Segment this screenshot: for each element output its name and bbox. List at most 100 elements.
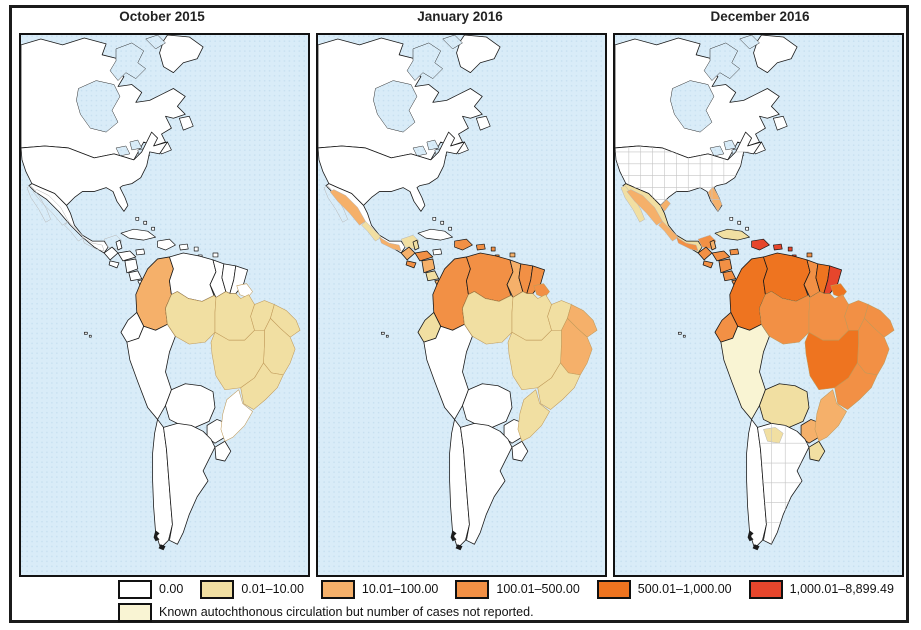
- region-trinidad: [509, 252, 516, 258]
- legend-label-1: 0.01–10.00: [241, 582, 304, 596]
- region-hudson_bay: [373, 80, 418, 133]
- map-svg-0: [21, 35, 308, 575]
- region-br_para: [511, 291, 552, 341]
- legend-row-2: Known autochthonous circulation but numb…: [118, 602, 894, 622]
- region-cuba: [120, 228, 156, 241]
- region-br_para: [808, 291, 849, 341]
- legend-label-known: Known autochthonous circulation but numb…: [159, 605, 534, 619]
- figure-frame: October 2015 January 2016 December 2016 …: [9, 5, 909, 623]
- legend-item-5: 1,000.01–8,899.49: [748, 579, 894, 599]
- region-cuba: [417, 228, 453, 241]
- legend-item-2: 10.01–100.00: [320, 579, 439, 599]
- region-mex_nw: [32, 189, 69, 226]
- region-greenland: [456, 35, 501, 74]
- region-br_south: [220, 389, 253, 442]
- region-br_southeast: [240, 362, 284, 410]
- region-honduras: [414, 250, 434, 262]
- region-arg_north: [763, 427, 784, 444]
- region-bahamas: [135, 216, 155, 231]
- region-mex_central: [658, 221, 679, 242]
- region-jamaica: [729, 248, 740, 256]
- legend-swatch-known: [118, 602, 152, 622]
- region-puertorico: [178, 243, 189, 251]
- map-panels-row: [19, 33, 904, 577]
- region-mex_nw: [626, 189, 663, 226]
- region-mex_south: [676, 236, 699, 252]
- region-bahamas: [729, 216, 749, 231]
- region-hispaniola: [157, 238, 176, 251]
- region-usa_florida: [707, 186, 723, 212]
- region-uruguay: [214, 440, 232, 462]
- region-jamaica: [432, 248, 443, 256]
- region-bolivia: [462, 383, 513, 428]
- region-costarica: [128, 270, 143, 282]
- legend-swatch-3: [455, 579, 490, 599]
- region-mex_south: [379, 236, 402, 252]
- region-usa_texas_tip: [660, 199, 671, 212]
- region-hispaniola: [751, 238, 770, 251]
- legend-row-1: 0.00 0.01–10.00 10.01–100.00 100.01–500.…: [118, 579, 894, 599]
- region-elsalvador: [108, 260, 120, 269]
- region-elsalvador: [702, 260, 714, 269]
- region-honduras: [711, 250, 731, 262]
- legend: 0.00 0.01–10.00 10.01–100.00 100.01–500.…: [118, 579, 894, 622]
- region-hudson_bay: [670, 80, 715, 133]
- region-belize: [412, 239, 420, 251]
- region-galapagos: [83, 331, 92, 338]
- legend-label-0: 0.00: [159, 582, 184, 596]
- region-puertorico: [475, 243, 486, 251]
- region-newfoundland: [772, 115, 788, 131]
- region-galapagos: [380, 331, 389, 338]
- region-cuba: [714, 228, 750, 241]
- region-br_amapa: [533, 283, 550, 298]
- region-mex_nw: [329, 189, 366, 226]
- map-svg-2: [615, 35, 902, 575]
- legend-label-3: 100.01–500.00: [496, 582, 580, 596]
- region-br_para: [214, 291, 255, 341]
- region-arctic_islands: [703, 35, 760, 81]
- panel-title-january-2016: January 2016: [417, 9, 503, 24]
- region-br_amazonas: [759, 291, 811, 345]
- legend-swatch-4: [596, 579, 631, 599]
- region-greenland: [159, 35, 204, 74]
- legend-item-0: 0.00: [118, 579, 184, 599]
- region-arctic_islands: [109, 35, 166, 81]
- region-chile_archipelago: [153, 530, 166, 551]
- legend-item-known: Known autochthonous circulation but numb…: [118, 602, 534, 622]
- legend-label-5: 1,000.01–8,899.49: [789, 582, 894, 596]
- region-greenland: [753, 35, 798, 74]
- region-peru: [126, 323, 176, 420]
- region-jamaica: [135, 248, 146, 256]
- map-panel-december-2016: [613, 33, 904, 577]
- legend-swatch-1: [200, 579, 235, 599]
- legend-swatch-0: [118, 579, 152, 599]
- region-mex_central: [64, 221, 85, 242]
- legend-swatch-5: [748, 579, 783, 599]
- legend-label-2: 10.01–100.00: [361, 582, 439, 596]
- panel-title-october-2015: October 2015: [119, 9, 205, 24]
- region-br_south: [517, 389, 550, 442]
- map-panel-january-2016: [316, 33, 607, 577]
- region-br_amapa: [236, 283, 253, 298]
- legend-label-4: 500.01–1,000.00: [637, 582, 732, 596]
- region-uruguay: [808, 440, 826, 462]
- region-br_southeast: [834, 362, 878, 410]
- region-trinidad: [212, 252, 219, 258]
- legend-item-3: 100.01–500.00: [455, 579, 580, 599]
- region-argentina: [163, 423, 216, 545]
- region-hudson_bay: [76, 80, 121, 133]
- region-costarica: [722, 270, 737, 282]
- region-mex_baja: [26, 185, 51, 223]
- region-bolivia: [165, 383, 216, 428]
- region-br_south: [814, 389, 847, 442]
- region-belize: [709, 239, 717, 251]
- map-panel-october-2015: [19, 33, 310, 577]
- region-puertorico: [772, 243, 783, 251]
- region-br_southeast: [537, 362, 581, 410]
- region-mex_south: [82, 236, 105, 252]
- map-svg-1: [318, 35, 605, 575]
- region-uruguay: [511, 440, 529, 462]
- region-newfoundland: [178, 115, 194, 131]
- region-chile_archipelago: [747, 530, 760, 551]
- region-elsalvador: [405, 260, 417, 269]
